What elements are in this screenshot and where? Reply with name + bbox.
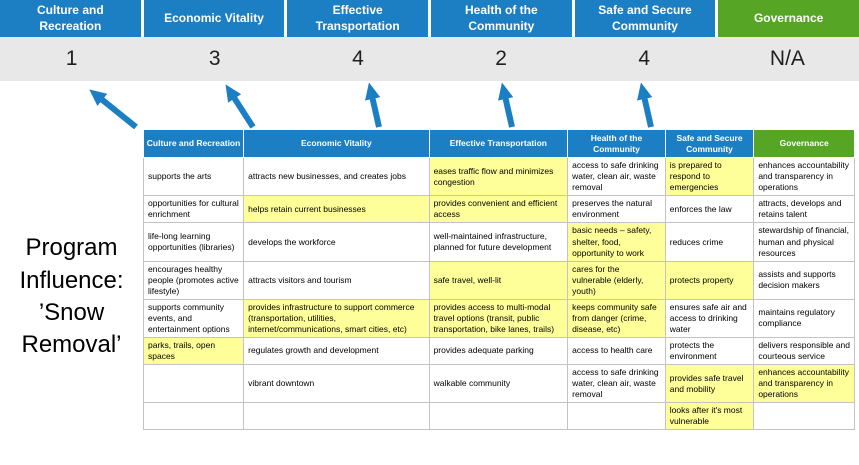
matrix-row: life-long learning opportunities (librar… [142, 222, 855, 262]
matrix-row: supports the arts attracts new businesses… [142, 157, 855, 197]
matrix-cell: develops the workforce [243, 222, 430, 262]
matrix-row: looks after it's most vulnerable [142, 402, 855, 431]
matrix-cell: parks, trails, open spaces [142, 336, 245, 366]
scoreboard-header-cell: Health of the Community [431, 0, 572, 37]
matrix-cell: cares for the vulnerable (elderly, youth… [567, 260, 666, 300]
matrix-header-cell: Economic Vitality [243, 128, 430, 159]
matrix-cell: provides access to multi-modal travel op… [428, 298, 569, 338]
scoreboard-header-cell: Safe and Secure Community [574, 0, 716, 37]
matrix-cell: looks after it's most vulnerable [664, 402, 755, 431]
matrix-cell: enhances accountability and transparency… [753, 363, 855, 404]
matrix-cell: is prepared to respond to emergencies [664, 157, 755, 197]
matrix-cell: provides safe travel and mobility [664, 363, 755, 404]
up-arrow-icon [89, 89, 138, 130]
matrix-cell [142, 363, 245, 404]
matrix-cell: safe travel, well-lit [428, 260, 569, 300]
matrix-cell: supports community events, and entertain… [142, 298, 245, 338]
matrix-row: encourages healthy people (promotes acti… [142, 260, 855, 300]
matrix-body: supports the arts attracts new businesses… [142, 157, 855, 431]
matrix-row: supports community events, and entertain… [142, 298, 855, 338]
matrix-cell: supports the arts [142, 157, 245, 197]
arrows-graphic [89, 82, 654, 130]
matrix-cell: maintains regulatory compliance [753, 298, 855, 338]
matrix-cell: enhances accountability and transparency… [753, 157, 855, 197]
matrix-cell: basic needs – safety, shelter, food, opp… [567, 222, 666, 262]
score-value: 4 [352, 47, 364, 70]
scoreboard-header-cell: Culture and Recreation [0, 0, 141, 37]
main-area: Program Influence: ’Snow Removal’ Cultur… [0, 128, 859, 465]
matrix-cell: vibrant downtown [243, 363, 430, 404]
up-arrow-icon [225, 84, 256, 129]
matrix-cell [142, 402, 245, 431]
up-arrow-icon [365, 82, 382, 128]
up-arrow-icon [637, 82, 654, 128]
matrix-cell: assists and supports decision makers [753, 260, 855, 300]
matrix-cell [753, 402, 855, 431]
matrix-cell [243, 402, 430, 431]
influence-matrix: Culture and Recreation Economic Vitality E… [142, 128, 855, 431]
matrix-cell: provides convenient and efficient access [428, 195, 569, 224]
score-value: 1 [65, 47, 78, 70]
matrix-header-cell: Governance [753, 128, 855, 159]
matrix-cell: opportunities for cultural enrichment [142, 195, 245, 224]
matrix-cell: provides infrastructure to support comme… [243, 298, 430, 338]
matrix-cell: life-long learning opportunities (librar… [142, 222, 245, 262]
matrix-cell: access to safe drinking water, clean air… [567, 363, 666, 404]
matrix-cell: helps retain current businesses [243, 195, 430, 224]
matrix-cell: reduces crime [664, 222, 755, 262]
matrix-cell: attracts visitors and tourism [243, 260, 430, 300]
matrix-cell: well-maintained infrastructure, planned … [428, 222, 569, 262]
matrix-cell: eases traffic flow and minimizes congest… [428, 157, 569, 197]
matrix-cell: ensures safe air and access to drinking … [664, 298, 755, 338]
scoreboard-header-row: Culture and Recreation Economic Vitality E… [0, 0, 859, 37]
matrix-cell: encourages healthy people (promotes acti… [142, 260, 245, 300]
matrix-cell: regulates growth and development [243, 336, 430, 366]
matrix-cell: attracts new businesses, and creates job… [243, 157, 430, 197]
matrix-cell: walkable community [428, 363, 569, 404]
matrix-cell: protects the environment [664, 336, 755, 366]
score-band: 1 3 4 2 4 N/A [0, 37, 859, 81]
score-value: N/A [769, 47, 805, 70]
matrix-cell: attracts, develops and retains talent [753, 195, 855, 224]
matrix-cell [567, 402, 666, 431]
matrix-cell: enforces the law [664, 195, 755, 224]
matrix-row: vibrant downtown walkable community access… [142, 363, 855, 404]
matrix-row: opportunities for cultural enrichment hel… [142, 195, 855, 224]
matrix-cell: preserves the natural environment [567, 195, 666, 224]
score-value: 4 [638, 47, 651, 70]
matrix-header-cell: Effective Transportation [428, 128, 569, 159]
score-value: 3 [208, 47, 221, 70]
matrix-cell: provides adequate parking [428, 336, 569, 366]
matrix-cell: access to health care [567, 336, 666, 366]
matrix-cell: stewardship of financial, human and phys… [753, 222, 855, 262]
matrix-header-cell: Health of the Community [567, 128, 666, 159]
matrix-cell: keeps community safe from danger (crime,… [567, 298, 666, 338]
matrix-row: parks, trails, open spaces regulates grow… [142, 336, 855, 366]
arrow-zone [0, 81, 859, 130]
scoreboard-header-cell: Effective Transportation [287, 0, 428, 37]
matrix-cell: protects property [664, 260, 755, 300]
matrix-header-cell: Safe and Secure Community [664, 128, 755, 159]
score-value: 2 [495, 47, 507, 70]
page-title: Program Influence: ’Snow Removal’ [19, 234, 124, 359]
up-arrow-icon [498, 82, 515, 128]
matrix-header-cell: Culture and Recreation [142, 128, 245, 159]
scoreboard-header-cell: Economic Vitality [143, 0, 285, 37]
matrix-cell: delivers responsible and courteous servi… [753, 336, 855, 366]
scoreboard-header-cell: Governance [718, 0, 859, 37]
matrix-cell [428, 402, 569, 431]
matrix-header-row: Culture and Recreation Economic Vitality E… [142, 128, 855, 159]
matrix-cell: access to safe drinking water, clean air… [567, 157, 666, 197]
